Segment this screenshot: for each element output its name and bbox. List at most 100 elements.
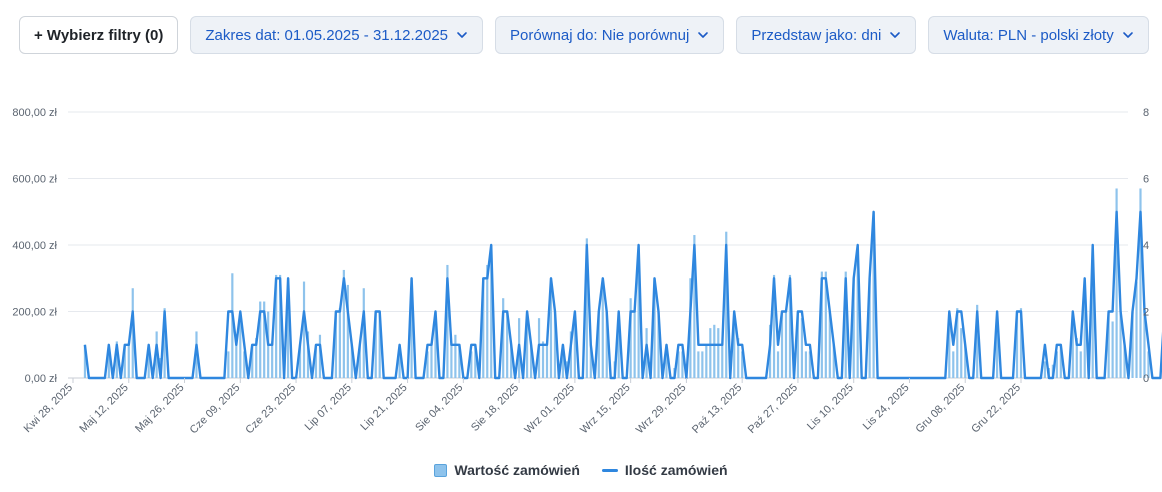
bar-order-value[interactable] xyxy=(502,298,505,378)
bar-order-value[interactable] xyxy=(633,311,636,379)
bar-order-value[interactable] xyxy=(1147,351,1150,378)
bar-order-value[interactable] xyxy=(474,344,477,378)
bar-order-value[interactable] xyxy=(1055,351,1058,378)
bar-order-value[interactable] xyxy=(653,278,656,378)
bar-order-value[interactable] xyxy=(318,334,322,378)
bar-order-value[interactable] xyxy=(454,334,457,378)
bar-order-value[interactable] xyxy=(976,304,979,378)
bar-order-value[interactable] xyxy=(115,341,118,378)
bar-order-value[interactable] xyxy=(131,288,134,378)
compare-dropdown[interactable]: Porównaj do: Nie porównuj xyxy=(495,16,725,54)
line-order-count[interactable] xyxy=(83,210,1162,380)
bar-order-value[interactable] xyxy=(450,344,453,378)
bar-order-value[interactable] xyxy=(772,274,776,378)
bar-order-value[interactable] xyxy=(996,311,999,379)
bar-order-value[interactable] xyxy=(1107,311,1110,379)
bar-order-value[interactable] xyxy=(235,341,238,378)
bar-order-value[interactable] xyxy=(482,278,485,378)
present-as-dropdown[interactable]: Przedstaw jako: dni xyxy=(736,16,917,54)
bar-order-value[interactable] xyxy=(362,288,365,378)
bar-order-value[interactable] xyxy=(298,344,302,378)
bar-order-value[interactable] xyxy=(697,351,700,378)
bar-order-value[interactable] xyxy=(1083,284,1086,378)
bar-order-value[interactable] xyxy=(410,278,413,378)
bar-order-value[interactable] xyxy=(713,324,716,378)
bar-order-value[interactable] xyxy=(529,344,533,378)
bar-order-value[interactable] xyxy=(657,311,660,379)
bar-order-value[interactable] xyxy=(737,338,740,378)
bar-order-value[interactable] xyxy=(717,328,720,378)
bar-order-value[interactable] xyxy=(446,264,449,378)
bar-order-value[interactable] xyxy=(1059,344,1062,378)
bar-order-value[interactable] xyxy=(585,238,588,378)
bar-order-value[interactable] xyxy=(788,274,792,378)
bar-order-value[interactable] xyxy=(1019,308,1023,378)
bar-order-value[interactable] xyxy=(545,344,549,378)
bar-order-value[interactable] xyxy=(1115,188,1118,378)
legend-item-order-value[interactable]: Wartość zamówień xyxy=(434,462,580,478)
bar-order-value[interactable] xyxy=(506,311,509,379)
bar-order-value[interactable] xyxy=(629,298,632,378)
bar-order-value[interactable] xyxy=(776,351,780,378)
bar-order-value[interactable] xyxy=(637,245,640,378)
bar-order-value[interactable] xyxy=(952,351,955,378)
bar-order-value[interactable] xyxy=(701,351,704,378)
bar-order-value[interactable] xyxy=(960,328,963,378)
bar-order-value[interactable] xyxy=(123,344,126,378)
bar-order-value[interactable] xyxy=(510,344,513,378)
bar-order-value[interactable] xyxy=(275,274,278,378)
bar-order-value[interactable] xyxy=(948,311,951,379)
bar-order-value[interactable] xyxy=(358,344,361,378)
bar-order-value[interactable] xyxy=(127,344,130,378)
bar-order-value[interactable] xyxy=(251,344,254,378)
bar-order-value[interactable] xyxy=(107,344,110,378)
bar-order-value[interactable] xyxy=(804,351,808,378)
bar-order-value[interactable] xyxy=(163,308,166,378)
bar-order-value[interactable] xyxy=(693,235,696,378)
bar-order-value[interactable] xyxy=(490,245,493,378)
bar-order-value[interactable] xyxy=(1119,311,1122,379)
bar-order-value[interactable] xyxy=(828,311,831,379)
bar-order-value[interactable] xyxy=(741,351,744,378)
bar-order-value[interactable] xyxy=(259,301,262,378)
bar-order-value[interactable] xyxy=(470,351,473,378)
bar-order-value[interactable] xyxy=(398,344,401,378)
bar-order-value[interactable] xyxy=(808,351,811,378)
legend-item-order-count[interactable]: Ilość zamówień xyxy=(601,462,728,478)
bar-order-value[interactable] xyxy=(1143,311,1146,379)
bar-order-value[interactable] xyxy=(342,269,345,378)
bar-order-value[interactable] xyxy=(255,338,258,378)
bar-order-value[interactable] xyxy=(1123,344,1126,378)
bar-order-value[interactable] xyxy=(601,284,604,378)
bar-order-value[interactable] xyxy=(956,308,959,378)
bar-order-value[interactable] xyxy=(733,311,736,379)
bar-order-value[interactable] xyxy=(549,278,553,378)
bar-order-value[interactable] xyxy=(681,351,684,378)
bar-order-value[interactable] xyxy=(147,344,150,378)
currency-dropdown[interactable]: Waluta: PLN - polski złoty xyxy=(928,16,1149,54)
bar-order-value[interactable] xyxy=(243,351,246,378)
bar-order-value[interactable] xyxy=(525,311,529,379)
bar-order-value[interactable] xyxy=(279,274,282,378)
bar-order-value[interactable] xyxy=(350,344,353,378)
bar-order-value[interactable] xyxy=(286,278,290,378)
bar-order-value[interactable] xyxy=(800,318,804,378)
bar-order-value[interactable] xyxy=(665,344,668,378)
bar-order-value[interactable] xyxy=(1079,351,1082,378)
bar-order-value[interactable] xyxy=(852,278,855,378)
bar-order-value[interactable] xyxy=(832,344,835,378)
bar-order-value[interactable] xyxy=(486,264,489,378)
bar-order-value[interactable] xyxy=(1135,281,1138,378)
bar-order-value[interactable] xyxy=(346,284,349,378)
bar-order-value[interactable] xyxy=(824,271,827,378)
bar-order-value[interactable] xyxy=(1131,311,1134,379)
bar-order-value[interactable] xyxy=(553,311,557,379)
bar-order-value[interactable] xyxy=(1111,321,1114,378)
bar-order-value[interactable] xyxy=(561,344,565,378)
bar-order-value[interactable] xyxy=(868,278,871,378)
bar-order-value[interactable] xyxy=(617,311,620,379)
bar-order-value[interactable] xyxy=(1091,245,1094,378)
bar-order-value[interactable] xyxy=(705,344,708,378)
bar-order-value[interactable] xyxy=(721,344,724,378)
bar-order-value[interactable] xyxy=(1071,311,1074,379)
